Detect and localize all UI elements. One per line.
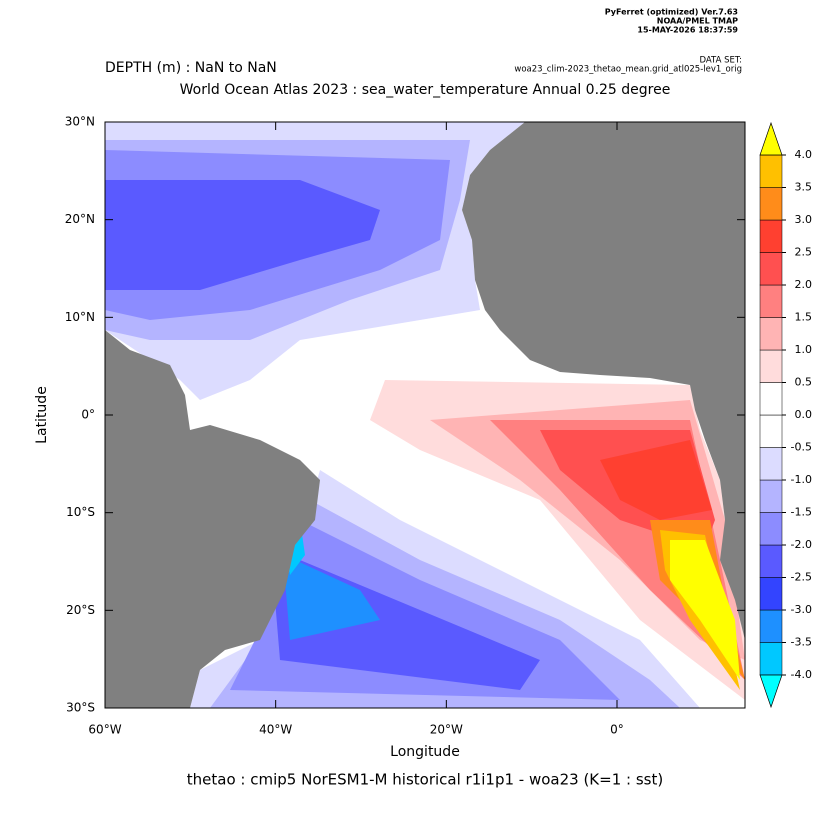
land-africa (462, 122, 745, 640)
colorbar-band (759, 544, 783, 578)
colorbar-label: -3.0 (791, 603, 812, 616)
colorbar-label: 0.5 (795, 376, 813, 389)
colorbar-label: 3.0 (795, 213, 813, 226)
colorbar-band (759, 382, 783, 416)
colorbar-over (759, 121, 783, 156)
header-line: NOAA/PMEL TMAP (657, 17, 738, 26)
x-tick-label: 20°W (430, 723, 463, 737)
colorbar-label: 2.5 (795, 246, 813, 259)
footer: thetao : cmip5 NorESM1-M historical r1i1… (187, 771, 663, 789)
colorbar-band (759, 577, 783, 611)
colorbar-band (759, 187, 783, 221)
colorbar-label: 1.5 (795, 311, 813, 324)
colorbar-band (759, 512, 783, 546)
colorbar-label: -1.5 (791, 506, 812, 519)
colorbar-label: -2.5 (791, 571, 812, 584)
header-line: 15-MAY-2026 18:37:59 (637, 26, 738, 35)
colorbar-label: 4.0 (795, 148, 813, 161)
colorbar-band (759, 609, 783, 643)
y-tick-label: 10°N (65, 310, 95, 324)
y-tick-label: 20°N (65, 212, 95, 226)
colorbar-label: 3.5 (795, 181, 813, 194)
x-tick-label: 40°W (259, 723, 292, 737)
dataset-label: DATA SET: (700, 56, 743, 66)
colorbar-band (759, 414, 783, 448)
subtitle: DEPTH (m) : NaN to NaN (105, 60, 277, 76)
field-region (285, 560, 380, 640)
y-tick-label: 0° (81, 408, 95, 422)
colorbar-label: -4.0 (791, 668, 812, 681)
colorbar-label: 1.0 (795, 343, 813, 356)
field-region (105, 180, 380, 290)
chart-title: World Ocean Atlas 2023 : sea_water_tempe… (180, 82, 671, 98)
colorbar-band (759, 349, 783, 383)
colorbar-label: -1.0 (791, 473, 812, 486)
field-region (600, 440, 712, 520)
colorbar-band (759, 479, 783, 513)
header-line: PyFerret (optimized) Ver.7.63 (605, 8, 738, 17)
y-axis-label: Latitude (34, 386, 50, 444)
colorbar-band (759, 219, 783, 253)
colorbar-label: 2.0 (795, 278, 813, 291)
colorbar-label: -0.5 (791, 441, 812, 454)
colorbar-label: -3.5 (791, 636, 812, 649)
y-tick-label: 30°S (66, 701, 95, 715)
colorbar-band (759, 284, 783, 318)
y-tick-label: 30°N (65, 115, 95, 129)
colorbar-band (759, 317, 783, 351)
field-region (670, 540, 740, 680)
x-axis-label: Longitude (390, 744, 460, 760)
x-tick-label: 0° (610, 723, 624, 737)
colorbar-label: -2.0 (791, 538, 812, 551)
colorbar-under (759, 674, 783, 709)
colorbar-band (759, 154, 783, 188)
colorbar-band (759, 642, 783, 676)
land-south-america (105, 330, 320, 708)
y-tick-label: 10°S (66, 505, 95, 519)
colorbar-band (759, 447, 783, 481)
colorbar-label: 0.0 (795, 408, 813, 421)
colorbar-band (759, 252, 783, 286)
x-tick-label: 60°W (88, 723, 121, 737)
dataset: woa23_clim-2023_thetao_mean.grid_atl025-… (514, 65, 742, 75)
y-tick-label: 20°S (66, 603, 95, 617)
field (105, 122, 745, 708)
